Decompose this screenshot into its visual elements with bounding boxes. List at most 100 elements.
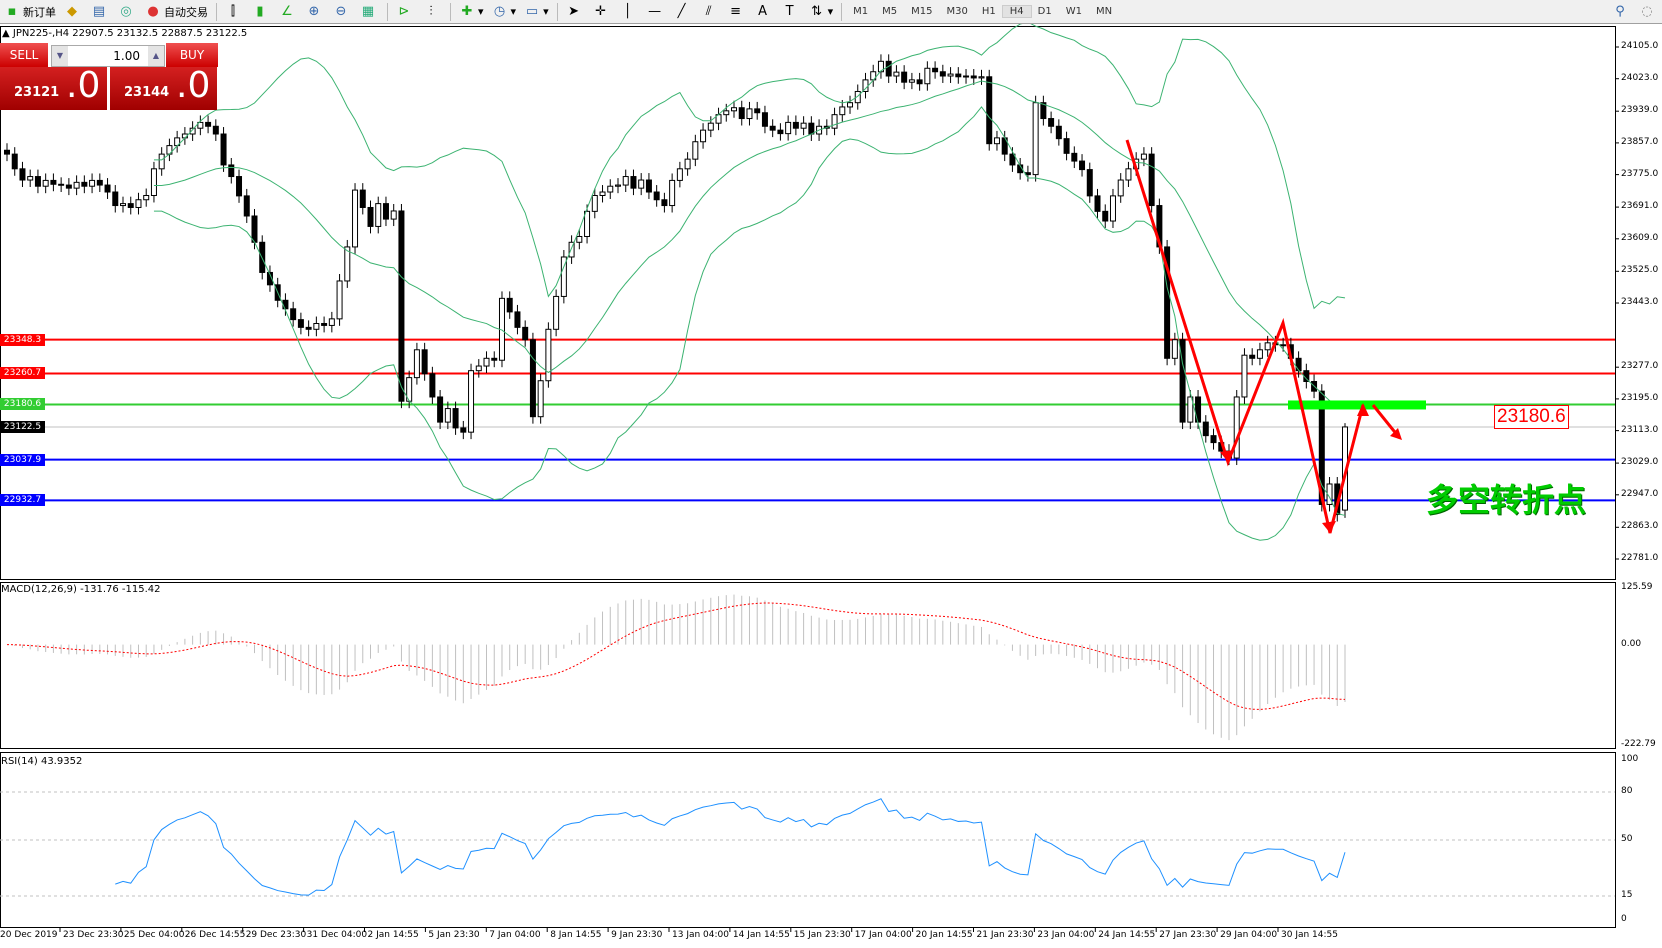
bull-candle — [1032, 102, 1039, 176]
crosshair-tool[interactable]: ✛ — [589, 1, 616, 22]
time-axis-label: 9 Jan 23:30 — [611, 930, 663, 940]
templates-button[interactable]: ▭ ▾ — [525, 3, 549, 19]
bar-chart-button[interactable]: ⫿ — [221, 1, 248, 22]
bear-candle — [429, 373, 436, 398]
terminal-button[interactable]: ▤ — [87, 1, 114, 22]
auto-trading-button[interactable]: ● 自动交易 — [141, 1, 212, 22]
new-order-button[interactable]: ▪ 新订单 — [0, 1, 60, 22]
trendline-tool[interactable]: ╱ — [670, 1, 697, 22]
periods-button[interactable]: ◷ ▾ — [488, 1, 521, 22]
fibonacci-tool[interactable]: ≡ — [724, 1, 751, 22]
bull-candle — [591, 194, 598, 212]
projection-arrow — [1371, 404, 1400, 437]
bear-candle — [359, 189, 366, 208]
sell-price: 23121 — [14, 85, 60, 100]
bear-candle — [34, 176, 41, 187]
bear-candle — [282, 299, 289, 310]
fibonacci-icon: ≡ — [730, 3, 742, 19]
bear-candle — [808, 122, 815, 135]
horizontal-line-tool[interactable]: — — [643, 1, 670, 22]
timeframe-m15[interactable]: M15 — [911, 6, 933, 17]
text-tool[interactable]: A — [751, 1, 778, 22]
timeframe-m1[interactable]: M1 — [853, 6, 869, 17]
timeframe-h4[interactable]: H4 — [1001, 5, 1032, 18]
rsi-axis-label: 80 — [1621, 786, 1633, 796]
timeframe-d1[interactable]: D1 — [1037, 6, 1052, 17]
bear-candle — [939, 71, 946, 77]
timeframe-w1[interactable]: W1 — [1065, 6, 1082, 17]
level-label-box[interactable]: 23180.6 — [1494, 405, 1569, 429]
bull-candle — [545, 328, 552, 382]
buy-price-button[interactable]: 23144 .0 — [110, 65, 217, 110]
time-axis-label: 29 Dec 23:30 — [245, 930, 307, 940]
price-axis-label: 23277.0 — [1621, 361, 1659, 372]
time-axis-label: 25 Dec 04:00 — [123, 930, 185, 940]
bull-candle — [707, 122, 714, 131]
arrows-icon: ⇅ — [811, 3, 823, 19]
bear-candle — [1094, 195, 1101, 212]
timeframe-m5[interactable]: M5 — [882, 6, 898, 17]
bull-candle — [692, 141, 699, 160]
bear-candle — [243, 195, 250, 217]
bear-candle — [1148, 153, 1155, 207]
lot-size-input[interactable]: ▼ 1.00 ▲ — [51, 45, 165, 67]
bear-candle — [1086, 169, 1093, 197]
timeframe-mn[interactable]: MN — [1095, 6, 1113, 17]
bull-candle — [1233, 396, 1240, 459]
turning-point-text[interactable]: 多空转折点 — [1426, 481, 1587, 519]
bull-candle — [143, 194, 150, 201]
signals-button[interactable]: ◎ — [114, 1, 141, 22]
line-chart-button[interactable]: ∠ — [275, 1, 302, 22]
chart-shift-button[interactable]: ⫶ — [419, 1, 446, 22]
bull-candle — [475, 365, 482, 372]
folder-icon: ◆ — [67, 3, 77, 19]
bear-candle — [645, 179, 652, 193]
search-button[interactable]: ⚲ — [1608, 1, 1635, 22]
line-chart-icon: ∠ — [281, 3, 293, 19]
zoom-in-button[interactable]: ⊕ — [302, 1, 329, 22]
time-axis-label: 2 Jan 14:55 — [367, 930, 419, 940]
history-button[interactable]: ◆ — [60, 1, 87, 22]
sell-price-button[interactable]: 23121 .0 — [0, 65, 107, 110]
cursor-tool[interactable]: ➤ — [562, 1, 589, 22]
bear-candle — [491, 357, 498, 361]
time-axis-label: 20 Jan 14:55 — [915, 930, 973, 940]
bull-candle — [1264, 342, 1271, 351]
bull-candle — [390, 210, 397, 220]
bull-candle — [746, 108, 753, 120]
zoom-out-button[interactable]: ⊖ — [329, 1, 356, 22]
level-price-tag: 22932.7 — [0, 494, 45, 507]
time-axis-label: 29 Jan 04:00 — [1220, 930, 1278, 940]
bull-candle — [599, 191, 606, 196]
candle-chart-button[interactable]: ▮ — [248, 1, 275, 22]
label-tool[interactable]: T — [778, 1, 805, 22]
text-icon: A — [758, 3, 768, 19]
bear-candle — [1249, 354, 1256, 359]
buy-button[interactable]: BUY — [166, 43, 218, 67]
vertical-line-tool[interactable]: │ — [616, 1, 643, 22]
timeframe-h1[interactable]: H1 — [981, 6, 996, 17]
arrowhead-icon — [1220, 450, 1234, 462]
lot-decrease-button[interactable]: ▼ — [52, 46, 68, 66]
bear-candle — [251, 215, 258, 243]
channel-tool[interactable]: ⫽ — [697, 1, 724, 22]
tile-windows-button[interactable]: ▦ — [356, 1, 383, 22]
time-axis-label: 7 Jan 04:00 — [489, 930, 541, 940]
chart-canvas[interactable] — [0, 24, 1662, 948]
chat-button[interactable]: ◌ — [1635, 1, 1662, 22]
bear-candle — [236, 176, 243, 197]
time-axis-label: 23 Dec 23:30 — [63, 930, 124, 940]
arrows-tool[interactable]: ⇅ ▾ — [805, 1, 838, 22]
current-price-tag: 23122.5 — [0, 420, 45, 433]
lot-increase-button[interactable]: ▲ — [148, 46, 164, 66]
bear-candle — [932, 67, 939, 73]
bull-candle — [847, 102, 854, 108]
price-axis-label: 23195.0 — [1621, 392, 1659, 403]
bear-candle — [104, 184, 111, 193]
level-price-tag: 23260.7 — [0, 367, 45, 380]
indicators-button[interactable]: ✚ ▾ — [455, 1, 488, 22]
arrowhead-icon — [1390, 428, 1402, 440]
timeframe-m30[interactable]: M30 — [946, 6, 968, 17]
autoscroll-button[interactable]: ⊳ — [392, 1, 419, 22]
sell-button[interactable]: SELL — [0, 43, 48, 67]
